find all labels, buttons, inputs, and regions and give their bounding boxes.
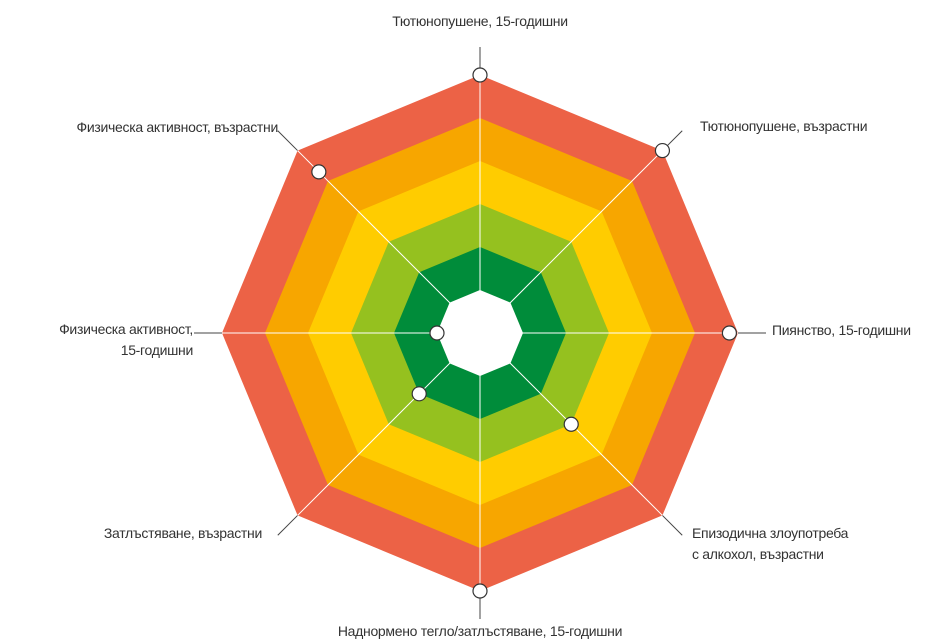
data-point: [429, 325, 445, 341]
data-point: [472, 67, 488, 83]
data-point: [654, 142, 671, 159]
axis-label: Тютюнопушене, възрастни: [700, 118, 868, 134]
axis-line: [297, 150, 481, 334]
data-point: [721, 325, 738, 341]
axis-tick: [662, 515, 683, 536]
axis-line: [297, 332, 481, 516]
axis-tick: [277, 130, 298, 151]
axis-label: Физическа активност, 15-годишни: [59, 321, 193, 358]
axis-label: Пиянство, 15-годишни: [772, 322, 911, 338]
data-point: [411, 386, 427, 402]
axis-label: Епизодична злоупотреба с алкохол, възрас…: [692, 525, 849, 562]
axis-label: Физическа активност, възрастни: [76, 119, 279, 135]
axis-label: Затлъстяване, възрастни: [103, 525, 262, 541]
data-point: [563, 416, 579, 432]
data-point: [311, 164, 327, 180]
axis-tick: [277, 515, 298, 536]
axis-line: [479, 150, 663, 334]
data-point: [472, 583, 488, 599]
axis-label: Наднормено тегло/затлъстяване, 15-годишн…: [337, 623, 623, 639]
axis-label: Тютюнопушене, 15-годишни: [392, 13, 568, 29]
